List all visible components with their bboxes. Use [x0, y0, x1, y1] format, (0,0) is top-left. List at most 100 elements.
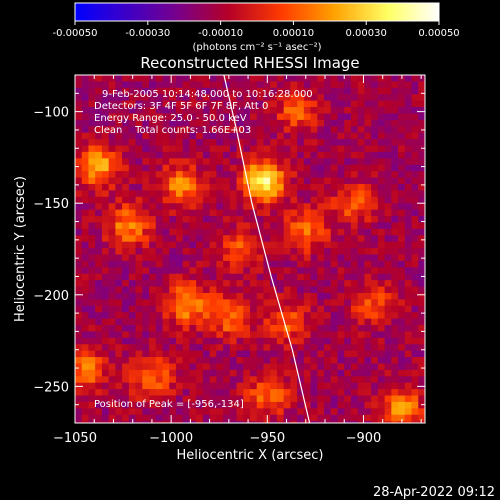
heatmap-cell: [101, 318, 110, 326]
heatmap-cell: [88, 113, 96, 121]
heatmap-cell: [189, 376, 197, 384]
heatmap-cell: [263, 164, 271, 172]
heatmap-cell: [391, 357, 399, 364]
heatmap-cell: [364, 267, 372, 275]
heatmap-cell: [209, 81, 217, 89]
heatmap-cell: [364, 107, 372, 114]
heatmap-cell: [162, 337, 170, 345]
heatmap-cell: [95, 382, 103, 390]
heatmap-cell: [398, 305, 406, 313]
heatmap-cell: [216, 318, 224, 326]
heatmap-cell: [189, 382, 197, 390]
heatmap-cell: [418, 260, 425, 268]
heatmap-cell: [377, 171, 386, 178]
heatmap-cell: [330, 280, 338, 287]
heatmap-cell: [196, 280, 204, 287]
heatmap-cell: [270, 389, 278, 396]
heatmap-cell: [243, 318, 251, 326]
heatmap-cell: [337, 164, 345, 172]
heatmap-cell: [115, 305, 123, 313]
heatmap-cell: [189, 344, 197, 352]
heatmap-cell: [95, 235, 103, 243]
heatmap-cell: [398, 286, 406, 294]
heatmap-cell: [149, 209, 157, 217]
heatmap-cell: [101, 145, 110, 153]
heatmap-cell: [216, 414, 224, 422]
heatmap-cell: [162, 196, 170, 204]
heatmap-cell: [317, 241, 325, 249]
heatmap-cell: [418, 119, 425, 127]
heatmap-cell: [337, 113, 345, 121]
heatmap-cell: [115, 260, 123, 268]
heatmap-cell: [75, 203, 83, 211]
heatmap-cell: [81, 75, 89, 82]
heatmap-cell: [155, 107, 163, 114]
heatmap-cell: [357, 177, 365, 185]
heatmap-cell: [128, 376, 136, 384]
heatmap-cell: [142, 164, 150, 172]
heatmap-cell: [202, 87, 211, 95]
heatmap-cell: [169, 94, 177, 102]
heatmap-cell: [108, 350, 116, 358]
heatmap-cell: [364, 382, 372, 390]
heatmap-cell: [128, 151, 136, 159]
heatmap-cell: [209, 119, 217, 127]
heatmap-cell: [135, 177, 143, 185]
heatmap-cell: [229, 312, 237, 319]
heatmap-cell: [216, 273, 224, 281]
heatmap-cell: [229, 177, 237, 185]
heatmap-cell: [290, 151, 298, 159]
heatmap-cell: [297, 312, 305, 319]
heatmap-cell: [384, 267, 392, 275]
heatmap-cell: [283, 228, 291, 236]
heatmap-cell: [115, 209, 123, 217]
heatmap-cell: [75, 357, 83, 364]
heatmap-cell: [317, 126, 325, 134]
heatmap-cell: [169, 389, 177, 396]
heatmap-cell: [411, 254, 419, 262]
heatmap-cell: [310, 107, 318, 114]
heatmap-cell: [169, 292, 177, 300]
heatmap-cell: [189, 177, 197, 185]
heatmap-cell: [75, 325, 83, 332]
heatmap-cell: [149, 228, 157, 236]
heatmap-cell: [290, 119, 298, 127]
heatmap-cell: [216, 107, 224, 114]
heatmap-cell: [75, 119, 83, 127]
heatmap-cell: [162, 119, 170, 127]
heatmap-cell: [324, 408, 332, 416]
heatmap-cell: [350, 414, 359, 422]
heatmap-cell: [81, 100, 89, 108]
heatmap-cell: [337, 119, 345, 127]
heatmap-cell: [411, 344, 419, 352]
heatmap-cell: [324, 382, 332, 390]
heatmap-cell: [256, 267, 264, 275]
heatmap-cell: [256, 113, 264, 121]
heatmap-cell: [411, 145, 419, 153]
heatmap-cell: [182, 248, 190, 255]
heatmap-cell: [357, 273, 365, 281]
heatmap-cell: [297, 395, 305, 403]
heatmap-cell: [350, 350, 359, 358]
heatmap-cell: [101, 254, 110, 262]
heatmap-cell: [330, 292, 338, 300]
heatmap-cell: [270, 107, 278, 114]
heatmap-cell: [290, 260, 298, 268]
heatmap-cell: [297, 209, 305, 217]
heatmap-cell: [223, 299, 231, 307]
heatmap-cell: [108, 389, 116, 396]
heatmap-cell: [250, 408, 258, 416]
heatmap-cell: [155, 164, 163, 172]
heatmap-cell: [75, 190, 83, 198]
heatmap-cell: [310, 344, 318, 352]
heatmap-cell: [330, 305, 338, 313]
heatmap-cell: [377, 414, 386, 422]
heatmap-cell: [350, 273, 359, 281]
heatmap-cell: [115, 81, 123, 89]
heatmap-cell: [283, 75, 291, 82]
heatmap-cell: [344, 158, 352, 166]
heatmap-cell: [317, 183, 325, 191]
heatmap-cell: [115, 119, 123, 127]
heatmap-cell: [101, 369, 110, 377]
heatmap-cell: [101, 286, 110, 294]
